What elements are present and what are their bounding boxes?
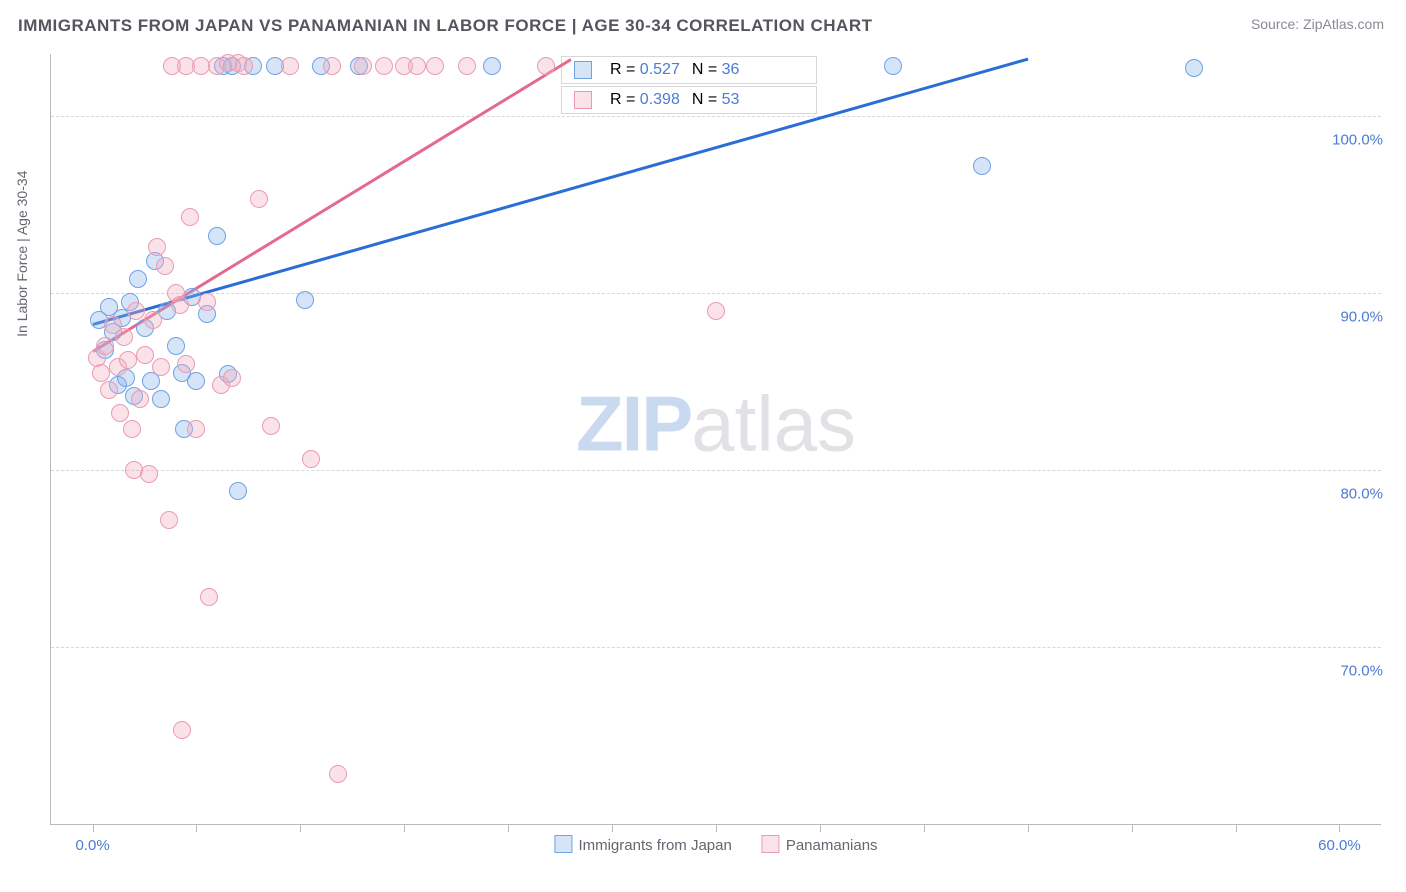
- x-tick: [1236, 824, 1237, 832]
- correlation-stat-series-0: R = 0.527 N = 36: [561, 56, 817, 84]
- x-tick: [93, 824, 94, 832]
- scatter-point: [223, 369, 241, 387]
- x-tick: [196, 824, 197, 832]
- legend-swatch-icon: [574, 91, 592, 109]
- scatter-point: [354, 57, 372, 75]
- x-tick: [1339, 824, 1340, 832]
- scatter-point: [167, 337, 185, 355]
- scatter-point: [458, 57, 476, 75]
- stat-r-label: R = 0.398: [610, 91, 680, 109]
- scatter-point: [235, 57, 253, 75]
- y-tick-label: 100.0%: [1326, 131, 1383, 148]
- scatter-point: [329, 765, 347, 783]
- scatter-point: [323, 57, 341, 75]
- gridline: [51, 470, 1381, 471]
- y-tick-label: 80.0%: [1334, 485, 1383, 502]
- scatter-point: [262, 417, 280, 435]
- x-tick: [404, 824, 405, 832]
- scatter-point: [119, 351, 137, 369]
- scatter-point: [375, 57, 393, 75]
- scatter-point: [144, 311, 162, 329]
- scatter-point: [152, 358, 170, 376]
- x-tick: [716, 824, 717, 832]
- legend: Immigrants from Japan Panamanians: [554, 835, 877, 854]
- y-axis-label: In Labor Force | Age 30-34: [14, 171, 30, 337]
- scatter-point: [302, 450, 320, 468]
- stat-n-label: N = 53: [692, 91, 740, 109]
- stat-r-label: R = 0.527: [610, 61, 680, 79]
- scatter-point: [229, 482, 247, 500]
- scatter-point: [131, 390, 149, 408]
- scatter-point: [426, 57, 444, 75]
- scatter-point: [115, 328, 133, 346]
- scatter-plot-area: ZIPatlas R = 0.527 N = 36 R = 0.398 N = …: [50, 54, 1381, 825]
- scatter-point: [200, 588, 218, 606]
- x-tick-label: 60.0%: [1318, 837, 1361, 854]
- scatter-point: [92, 364, 110, 382]
- scatter-point: [140, 465, 158, 483]
- x-tick-label: 0.0%: [75, 837, 109, 854]
- scatter-point: [129, 270, 147, 288]
- legend-item: Panamanians: [762, 835, 878, 854]
- scatter-point: [884, 57, 902, 75]
- scatter-point: [173, 721, 191, 739]
- scatter-point: [177, 355, 195, 373]
- x-tick: [1132, 824, 1133, 832]
- x-tick: [924, 824, 925, 832]
- y-tick-label: 70.0%: [1334, 662, 1383, 679]
- gridline: [51, 647, 1381, 648]
- gridline: [51, 116, 1381, 117]
- scatter-point: [281, 57, 299, 75]
- x-tick: [612, 824, 613, 832]
- scatter-point: [171, 296, 189, 314]
- scatter-point: [707, 302, 725, 320]
- scatter-point: [136, 346, 154, 364]
- scatter-point: [123, 420, 141, 438]
- scatter-point: [296, 291, 314, 309]
- scatter-point: [537, 57, 555, 75]
- source-attribution: Source: ZipAtlas.com: [1251, 16, 1384, 32]
- scatter-point: [152, 390, 170, 408]
- scatter-point: [187, 372, 205, 390]
- legend-swatch-icon: [554, 835, 572, 853]
- scatter-point: [208, 227, 226, 245]
- legend-swatch-icon: [574, 61, 592, 79]
- scatter-point: [250, 190, 268, 208]
- scatter-point: [100, 381, 118, 399]
- x-tick: [300, 824, 301, 832]
- y-tick-label: 90.0%: [1334, 308, 1383, 325]
- x-tick: [508, 824, 509, 832]
- legend-item: Immigrants from Japan: [554, 835, 731, 854]
- scatter-point: [160, 511, 178, 529]
- scatter-point: [187, 420, 205, 438]
- x-tick: [1028, 824, 1029, 832]
- scatter-point: [198, 293, 216, 311]
- scatter-point: [181, 208, 199, 226]
- scatter-point: [483, 57, 501, 75]
- x-tick: [820, 824, 821, 832]
- scatter-point: [127, 302, 145, 320]
- scatter-point: [96, 337, 114, 355]
- watermark-zip: ZIP: [576, 379, 691, 467]
- legend-swatch-icon: [762, 835, 780, 853]
- scatter-point: [192, 57, 210, 75]
- gridline: [51, 293, 1381, 294]
- watermark-atlas: atlas: [691, 379, 856, 467]
- scatter-point: [148, 238, 166, 256]
- scatter-point: [156, 257, 174, 275]
- chart-title: IMMIGRANTS FROM JAPAN VS PANAMANIAN IN L…: [18, 16, 872, 36]
- scatter-point: [111, 404, 129, 422]
- scatter-point: [408, 57, 426, 75]
- scatter-point: [973, 157, 991, 175]
- scatter-point: [1185, 59, 1203, 77]
- stat-n-label: N = 36: [692, 61, 740, 79]
- watermark: ZIPatlas: [576, 378, 856, 469]
- correlation-stat-series-1: R = 0.398 N = 53: [561, 86, 817, 114]
